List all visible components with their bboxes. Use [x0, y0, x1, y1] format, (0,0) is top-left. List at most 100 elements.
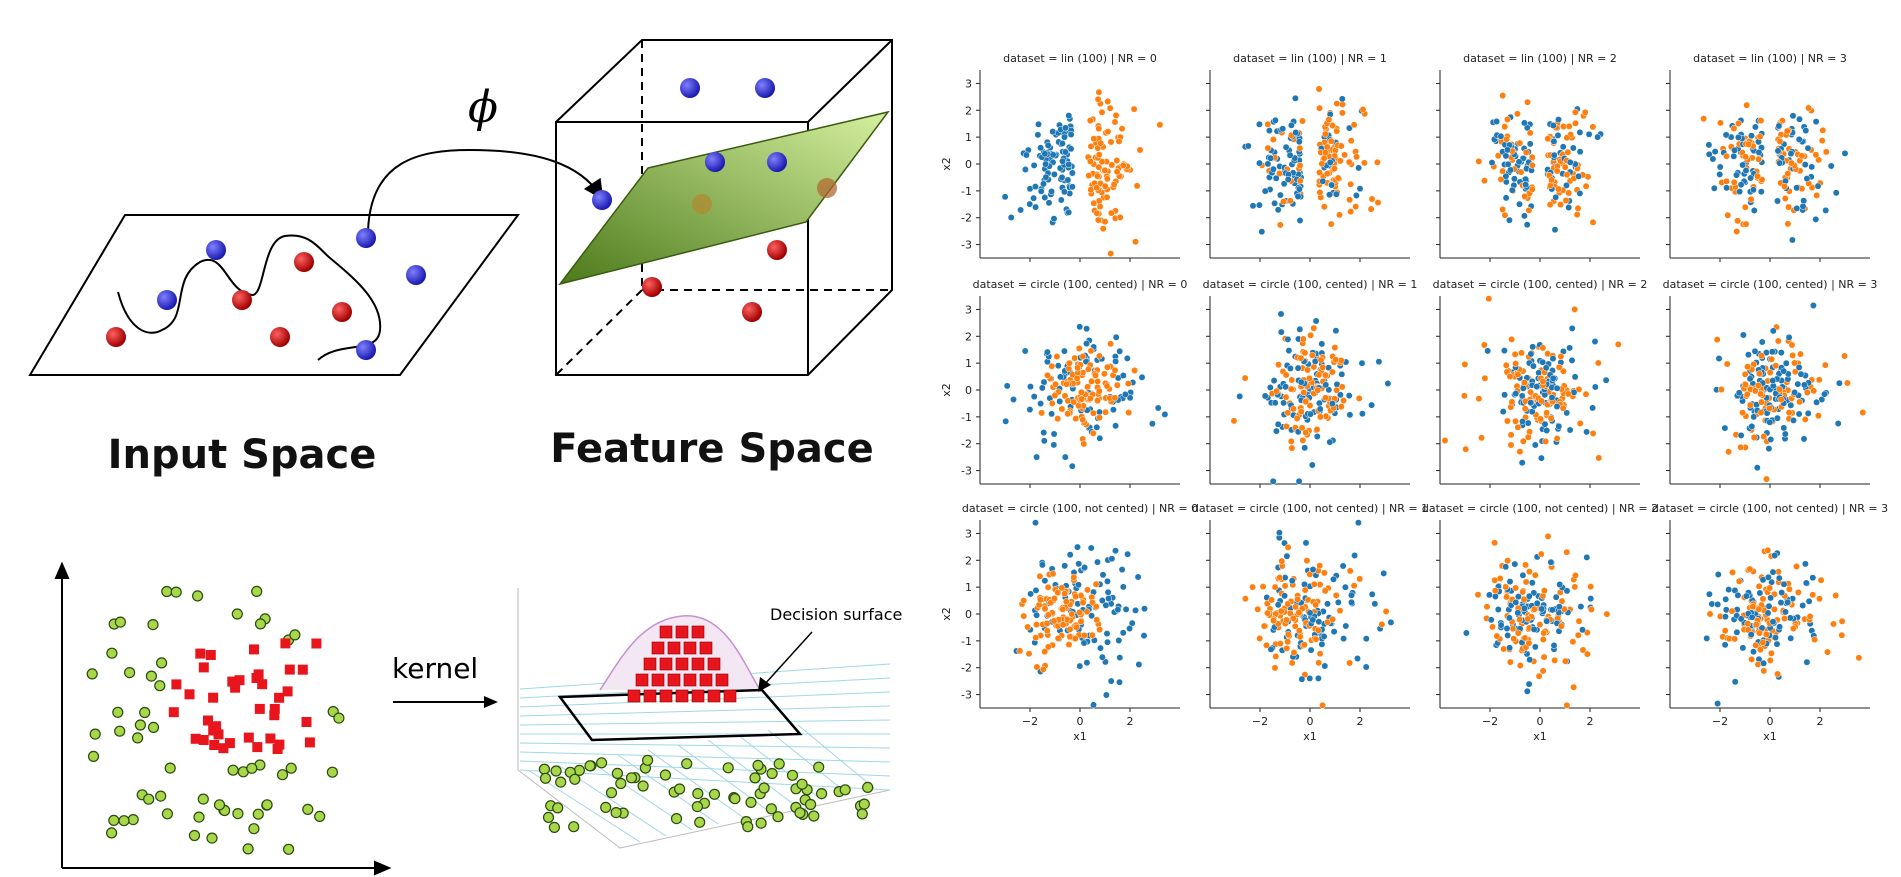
scatter-point: [1533, 599, 1541, 607]
green-point: [550, 765, 562, 777]
scatter-point: [1519, 588, 1527, 596]
scatter-point: [1111, 394, 1119, 402]
green-point: [708, 788, 721, 800]
scatter-point: [1521, 634, 1529, 642]
scatter-point: [1784, 598, 1792, 606]
scatter-point: [1744, 351, 1752, 359]
red-square: [691, 625, 705, 639]
x-tick-label: 0: [1307, 715, 1314, 728]
scatter-point: [1272, 427, 1280, 435]
scatter-point: [1525, 592, 1533, 600]
scatter-point: [1737, 181, 1745, 189]
scatter-point: [1087, 544, 1095, 552]
scatter-point: [1020, 612, 1028, 620]
scatter-point: [1101, 166, 1109, 174]
scatter-point: [1767, 649, 1775, 657]
scatter-point: [1760, 433, 1768, 440]
scatter-point: [1116, 678, 1123, 686]
scatter-point: [1353, 153, 1360, 161]
scatter-point: [1309, 566, 1317, 573]
red-square: [659, 625, 673, 639]
scatter-point: [1577, 603, 1585, 611]
scatter-point: [1767, 594, 1775, 602]
red-square: [651, 673, 665, 687]
scatter-point: [1095, 151, 1103, 159]
scatter-point: [1345, 392, 1353, 400]
scatter-point: [1520, 119, 1528, 127]
scatter-point: [1057, 196, 1065, 204]
scatter-point: [1787, 150, 1795, 158]
scatter-point: [1064, 397, 1072, 405]
scatter-point: [1775, 574, 1783, 582]
scatter-point: [1510, 175, 1518, 183]
scatter-point: [1780, 367, 1788, 375]
scatter-point: [1319, 701, 1327, 709]
green-point: [276, 769, 289, 781]
scatter-point: [1325, 116, 1333, 124]
scatter-point: [1480, 341, 1488, 349]
green-point: [729, 793, 741, 805]
green-point: [673, 783, 686, 795]
scatter-point: [1531, 643, 1539, 651]
red-square: [198, 662, 209, 673]
scatter-point: [1785, 203, 1793, 211]
scatter-point: [1776, 159, 1784, 167]
scatter-point: [1808, 163, 1816, 171]
scatter-point: [1283, 644, 1291, 652]
scatter-point: [1768, 355, 1776, 363]
scatter-point: [1544, 532, 1552, 540]
scatter-point: [1077, 618, 1085, 626]
scatter-point: [1052, 380, 1059, 388]
scatter-point: [1048, 188, 1055, 195]
scatter-point: [1717, 119, 1724, 127]
scatter-point: [1375, 358, 1383, 366]
scatter-point: [1564, 148, 1572, 156]
scatter-point: [1356, 185, 1364, 193]
scatter-point: [1502, 172, 1510, 180]
scatter-point: [1728, 607, 1736, 615]
scatter-point: [1789, 112, 1797, 120]
scatter-point: [1797, 350, 1804, 358]
scatter-point: [1083, 340, 1090, 348]
scatter-point: [1525, 206, 1533, 214]
scatter-point: [1500, 645, 1508, 653]
scatter-point: [1088, 631, 1096, 639]
green-point: [773, 758, 785, 770]
scatter-point: [1781, 195, 1789, 202]
scatter-point: [1571, 572, 1579, 579]
scatter-point: [1814, 182, 1822, 190]
scatter-point: [1566, 344, 1574, 352]
scatter-point: [1748, 422, 1756, 430]
scatter-point: [1249, 583, 1257, 591]
scatter-point: [1570, 388, 1578, 396]
scatter-point: [1042, 173, 1050, 181]
scatter-point: [1717, 386, 1725, 393]
scatter-point: [1758, 398, 1765, 406]
scatter-point: [1068, 610, 1076, 618]
scatter-point: [1751, 123, 1759, 131]
scatter-panel: dataset = circle (100, not cented) | NR …: [1422, 502, 1658, 743]
scatter-point: [1838, 631, 1846, 639]
scatter-point: [1582, 182, 1590, 190]
scatter-point: [1504, 557, 1512, 565]
scatter-point: [1804, 409, 1812, 417]
scatter-point: [1524, 615, 1532, 623]
scatter-point: [1123, 354, 1131, 362]
scatter-point: [1742, 592, 1750, 600]
scatter-point: [1313, 433, 1321, 440]
green-point: [862, 781, 874, 794]
scatter-point: [1788, 341, 1796, 349]
scatter-point: [1512, 390, 1520, 398]
scatter-point: [1528, 153, 1536, 161]
scatter-point: [1060, 347, 1068, 355]
scatter-point: [1116, 654, 1124, 662]
red-square: [651, 641, 665, 655]
green-point: [808, 810, 820, 822]
panel-title: dataset = circle (100, cented) | NR = 1: [1203, 278, 1418, 291]
scatter-point: [1527, 350, 1535, 358]
green-point: [213, 799, 226, 811]
scatter-point: [1583, 650, 1591, 658]
green-point: [108, 814, 120, 827]
scatter-point: [1713, 336, 1721, 344]
scatter-point: [1487, 616, 1495, 624]
